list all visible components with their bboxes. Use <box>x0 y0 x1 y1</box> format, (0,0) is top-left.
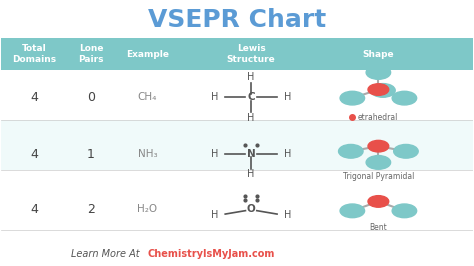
FancyBboxPatch shape <box>1 38 473 70</box>
Text: 1: 1 <box>87 148 95 161</box>
Text: C: C <box>247 93 255 102</box>
Text: H: H <box>211 210 219 220</box>
Text: 4: 4 <box>30 91 38 104</box>
Circle shape <box>366 156 391 169</box>
Text: H: H <box>284 210 291 220</box>
Circle shape <box>394 144 418 158</box>
Text: VSEPR Chart: VSEPR Chart <box>148 8 326 32</box>
Circle shape <box>392 91 417 105</box>
Circle shape <box>366 66 391 79</box>
Text: O: O <box>247 204 255 214</box>
Circle shape <box>340 91 365 105</box>
Circle shape <box>371 84 395 97</box>
Text: N: N <box>247 149 255 159</box>
Text: H: H <box>211 149 219 159</box>
FancyBboxPatch shape <box>1 120 473 170</box>
Text: CH₄: CH₄ <box>138 93 157 102</box>
Text: H: H <box>211 93 219 102</box>
Text: Learn More At: Learn More At <box>71 249 143 259</box>
Text: 2: 2 <box>87 203 95 216</box>
Text: 0: 0 <box>87 91 95 104</box>
Text: etrahedral: etrahedral <box>357 113 398 122</box>
Text: 4: 4 <box>30 148 38 161</box>
FancyBboxPatch shape <box>1 170 473 230</box>
Text: Bent: Bent <box>370 223 387 232</box>
Text: H: H <box>247 113 255 123</box>
Circle shape <box>340 204 365 218</box>
Text: Shape: Shape <box>363 49 394 59</box>
Text: NH₃: NH₃ <box>137 149 157 159</box>
Circle shape <box>368 196 389 207</box>
FancyBboxPatch shape <box>1 70 473 120</box>
Text: 4: 4 <box>30 203 38 216</box>
Circle shape <box>392 204 417 218</box>
Text: Lone
Pairs: Lone Pairs <box>78 44 104 64</box>
Text: H₂O: H₂O <box>137 204 157 214</box>
Circle shape <box>338 144 363 158</box>
Text: H: H <box>247 72 255 82</box>
Text: H: H <box>284 93 291 102</box>
Circle shape <box>368 84 389 95</box>
Text: Total
Domains: Total Domains <box>12 44 56 64</box>
Text: Example: Example <box>126 49 169 59</box>
Text: Trigonal Pyramidal: Trigonal Pyramidal <box>343 172 414 181</box>
Text: Lewis
Structure: Lewis Structure <box>227 44 275 64</box>
Circle shape <box>368 140 389 152</box>
Text: H: H <box>284 149 291 159</box>
Text: ChemistryIsMyJam.com: ChemistryIsMyJam.com <box>147 249 275 259</box>
Text: H: H <box>247 169 255 179</box>
